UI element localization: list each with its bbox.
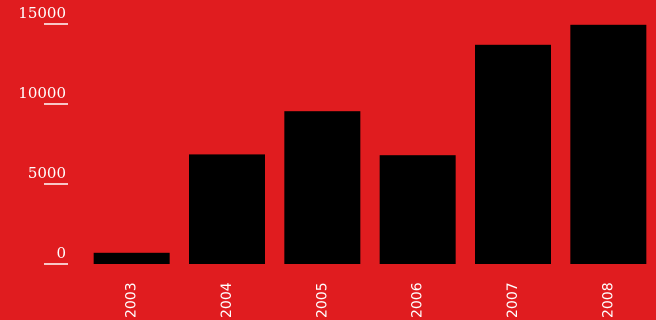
x-tick-label-2006: 2006 [410,282,426,318]
y-axis: 0 5000 10000 15000 [18,4,68,265]
x-tick-label-2008: 2008 [600,282,616,318]
x-tick-label-2003: 2003 [124,282,140,318]
y-tick-label-10000: 10000 [18,84,66,102]
bar-2004 [189,154,265,264]
y-tick-label-15000: 15000 [18,4,66,22]
bars [93,24,647,264]
bar-2003 [93,252,170,264]
y-tick-label-0: 0 [56,244,66,262]
bar-2008 [570,24,647,264]
x-tick-label-2004: 2004 [219,282,235,318]
bar-2006 [379,155,456,264]
bar-2005 [284,111,361,264]
y-tick-label-5000: 5000 [28,164,66,182]
x-tick-label-2007: 2007 [505,282,521,318]
x-axis: 2003 2004 2005 2006 2007 2008 [124,282,617,318]
bar-2007 [475,44,551,264]
x-tick-label-2005: 2005 [314,282,330,318]
